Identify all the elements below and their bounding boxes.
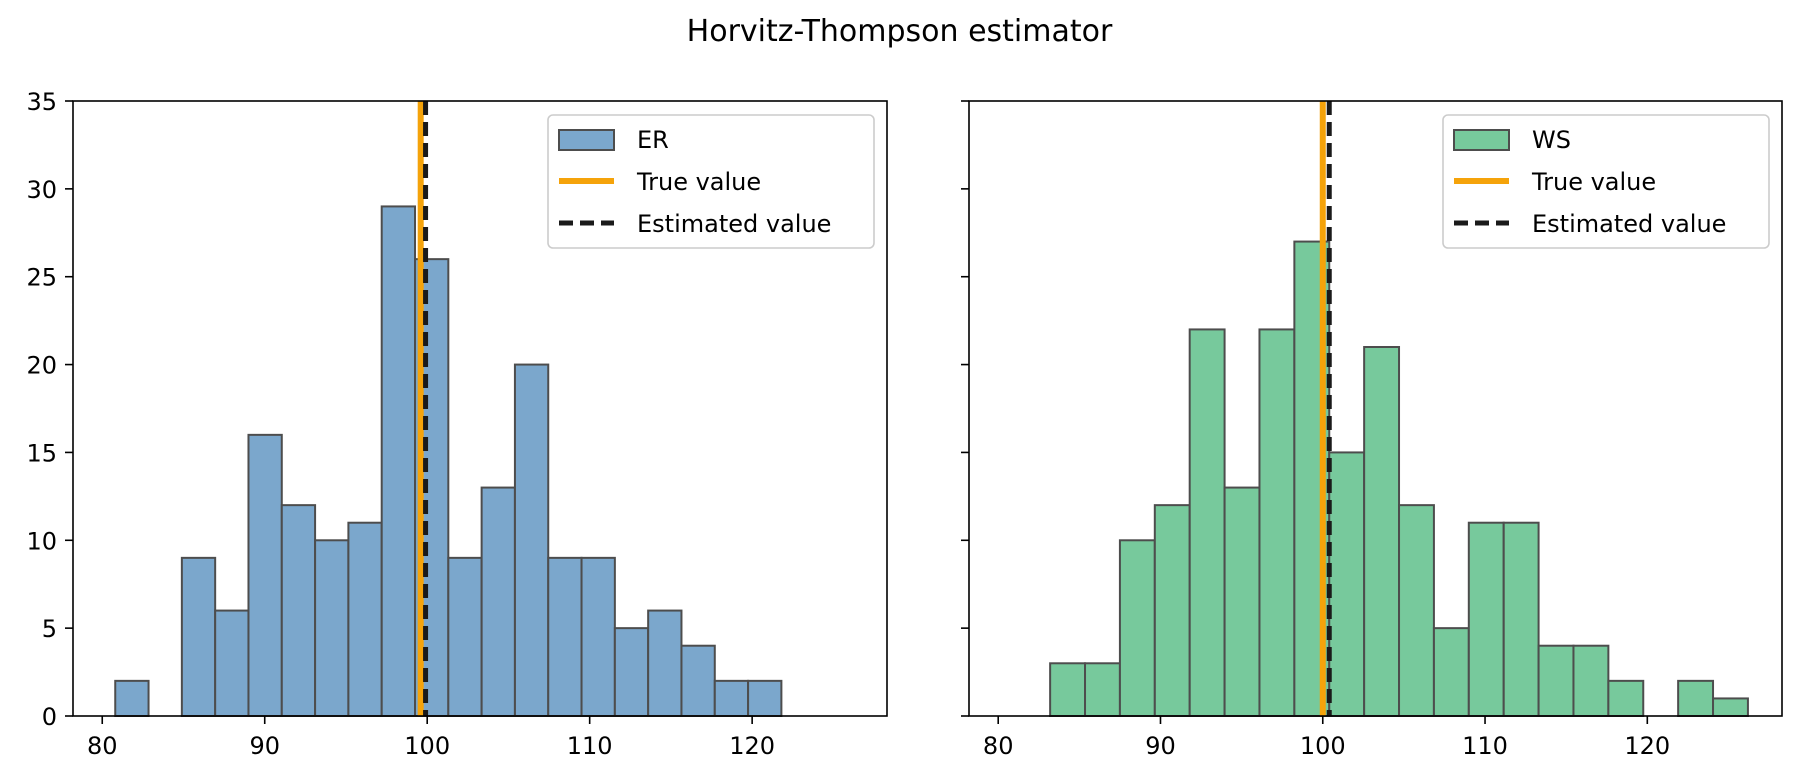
histogram-bar (1677, 679, 1715, 717)
histogram-bar (1363, 346, 1401, 717)
histogram-bar (613, 627, 650, 718)
histogram-bar (1328, 451, 1366, 717)
histogram-bar (1398, 504, 1435, 717)
histogram-bar (1049, 662, 1087, 717)
histogram-bar (247, 433, 283, 717)
legend-patch-icon (558, 129, 615, 151)
y-tick-label: 15 (26, 439, 57, 467)
histogram-bar (480, 486, 516, 718)
figure-title: Horvitz-Thompson estimator (686, 14, 1113, 49)
histogram-bar (380, 205, 417, 718)
legend-patch-icon (1453, 129, 1510, 151)
histogram-bar (1084, 662, 1121, 717)
y-tick-label: 5 (42, 615, 57, 643)
legend-label: Estimated value (1532, 210, 1726, 238)
legend-box (547, 114, 875, 249)
legend-label: ER (637, 126, 669, 154)
y-tick-label: 25 (26, 264, 57, 292)
axes-frame (968, 100, 1783, 717)
legend-label: Estimated value (637, 210, 831, 238)
histogram-bar (1118, 539, 1156, 717)
histogram-bar (580, 556, 616, 717)
histogram-bar (1432, 627, 1470, 718)
panel-left: 80 90 100 110 120 0 5 10 15 20 25 30 35 ER True value E… (26, 88, 888, 760)
histogram-bar (347, 521, 383, 718)
y-tick-label: 20 (26, 352, 57, 380)
histogram-bar (1572, 644, 1610, 718)
x-tick-label: 120 (729, 732, 775, 760)
legend-label: True value (636, 168, 761, 196)
panel-right: 80 90 100 110 120 WS True value Estimated value (961, 100, 1783, 760)
histogram-bar (1188, 328, 1226, 717)
histogram-bar (647, 609, 683, 717)
x-tick-label: 90 (249, 732, 280, 760)
histogram-bar (1607, 679, 1645, 717)
histogram-bar (114, 679, 150, 717)
histogram-bar (1467, 521, 1505, 718)
histogram-bar (447, 556, 483, 717)
histogram-bar (180, 556, 217, 717)
y-tick-label: 30 (26, 176, 57, 204)
legend-box (1442, 114, 1770, 249)
x-tick-label: 80 (983, 732, 1014, 760)
y-tick-label: 35 (26, 88, 57, 116)
x-tick-label: 90 (1145, 732, 1176, 760)
axes-frame (72, 100, 888, 717)
y-tick-label: 10 (26, 527, 57, 555)
histogram-bar (1223, 486, 1261, 718)
histogram-bar (1502, 521, 1540, 718)
histogram-bar (280, 504, 317, 717)
histogram-bar (747, 679, 783, 717)
histogram-bar (1712, 697, 1749, 718)
histogram-bar (713, 679, 750, 717)
x-tick-label: 110 (1462, 732, 1508, 760)
histogram-bar (1258, 328, 1296, 717)
x-tick-label: 100 (404, 732, 450, 760)
x-tick-label: 120 (1624, 732, 1670, 760)
histogram-bar (1153, 504, 1191, 717)
histogram-bar (513, 363, 550, 717)
histogram-bar (547, 556, 583, 717)
x-tick-label: 110 (567, 732, 613, 760)
histogram-bar (214, 609, 250, 717)
histogram-bar (314, 539, 350, 717)
histogram-bar (680, 644, 716, 718)
x-tick-label: 100 (1300, 732, 1346, 760)
y-tick-label: 0 (42, 703, 57, 731)
x-tick-label: 80 (87, 732, 118, 760)
legend-label: WS (1532, 126, 1571, 154)
legend-label: True value (1531, 168, 1656, 196)
histogram-bar (1537, 644, 1575, 718)
